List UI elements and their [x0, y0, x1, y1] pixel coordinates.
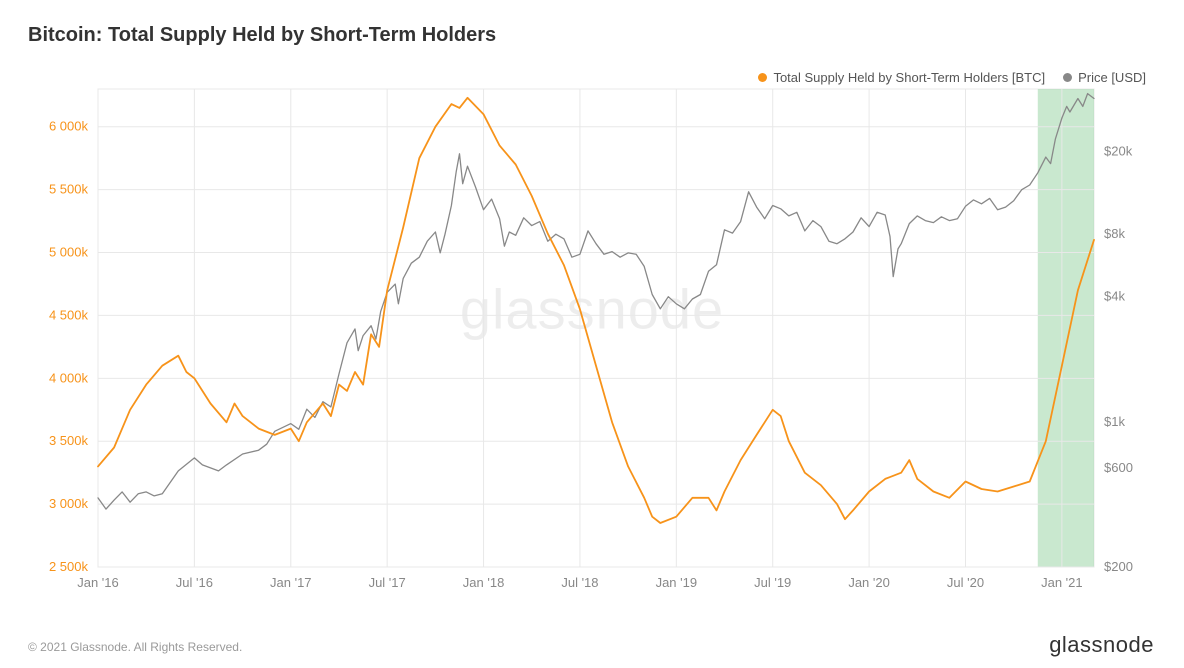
chart-title: Bitcoin: Total Supply Held by Short-Term… [28, 24, 1156, 47]
y-left-tick: 3 500k [49, 433, 89, 448]
x-tick: Jan '19 [656, 575, 698, 590]
y-right-tick: $200 [1104, 559, 1133, 574]
y-right-tick: $4k [1104, 289, 1125, 304]
y-left-tick: 2 500k [49, 559, 89, 574]
x-tick: Jul '18 [561, 575, 598, 590]
x-tick: Jan '21 [1041, 575, 1083, 590]
y-left-tick: 3 000k [49, 496, 89, 511]
series-price [98, 94, 1094, 510]
x-tick: Jul '19 [754, 575, 791, 590]
x-tick: Jan '20 [848, 575, 890, 590]
x-tick: Jul '17 [369, 575, 406, 590]
chart-area: glassnode 2 500k3 000k3 500k4 000k4 500k… [28, 61, 1156, 601]
series-supply [98, 98, 1094, 523]
y-left-tick: 6 000k [49, 119, 89, 134]
x-tick: Jul '16 [176, 575, 213, 590]
y-right-tick: $600 [1104, 460, 1133, 475]
y-right-tick: $8k [1104, 226, 1125, 241]
y-left-tick: 5 500k [49, 182, 89, 197]
y-left-tick: 4 000k [49, 370, 89, 385]
y-left-tick: 5 000k [49, 245, 89, 260]
x-tick: Jan '16 [77, 575, 119, 590]
brand-logo: glassnode [1049, 632, 1154, 658]
x-tick: Jul '20 [947, 575, 984, 590]
x-tick: Jan '18 [463, 575, 505, 590]
chart-svg: 2 500k 3 000k 3 500k 4 000k 4 500k 5 000k 5 50… [28, 61, 1156, 601]
x-tick: Jan '17 [270, 575, 312, 590]
y-right-tick: $1k [1104, 414, 1125, 429]
copyright: © 2021 Glassnode. All Rights Reserved. [28, 640, 242, 654]
y-right-tick: $20k [1104, 144, 1133, 159]
y-left-tick: 4 500k [49, 307, 89, 322]
